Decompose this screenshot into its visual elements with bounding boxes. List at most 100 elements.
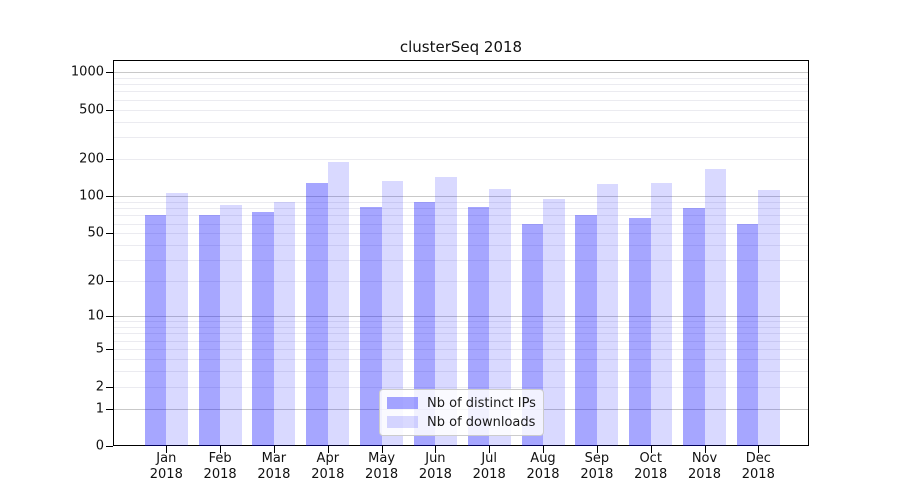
major-gridline — [114, 316, 808, 318]
x-tick-jun — [435, 446, 437, 453]
x-tick-may — [381, 446, 383, 453]
minor-gridline — [114, 281, 808, 283]
bar-downloads-sep — [596, 184, 619, 446]
minor-gridline — [114, 327, 808, 329]
minor-gridline — [114, 215, 808, 217]
minor-gridline — [114, 321, 808, 323]
bar-downloads-apr — [327, 162, 350, 446]
minor-gridline — [114, 349, 808, 350]
minor-gridline — [114, 233, 808, 235]
bar-downloads-jul — [489, 189, 511, 446]
x-tick-label-apr: Apr 2018 — [311, 451, 345, 482]
y-tick-label-200: 200 — [79, 151, 104, 167]
y-tick-label-0: 0 — [95, 438, 104, 454]
x-tick-sep — [596, 446, 598, 453]
y-tick-label-2: 2 — [95, 379, 104, 394]
y-tick-label-1: 1 — [95, 401, 104, 416]
x-tick-label-may: May 2018 — [365, 451, 399, 482]
bar-distinct-ips-apr — [306, 183, 328, 446]
y-tick-label-100: 100 — [79, 188, 104, 204]
plot-area — [113, 60, 809, 446]
x-tick-label-jun: Jun 2018 — [418, 451, 452, 482]
bar-distinct-ips-dec — [736, 223, 759, 446]
minor-gridline — [114, 99, 808, 101]
bar-distinct-ips-nov — [683, 208, 705, 446]
legend-swatch-downloads — [387, 416, 418, 428]
minor-gridline — [114, 109, 808, 111]
x-tick-label-sep: Sep 2018 — [580, 451, 614, 482]
x-tick-oct — [650, 446, 652, 453]
x-tick-apr — [327, 446, 329, 453]
bar-distinct-ips-oct — [629, 218, 651, 446]
x-tick-feb — [220, 446, 222, 453]
bar-downloads-feb — [220, 204, 242, 446]
x-tick-label-nov: Nov 2018 — [687, 451, 722, 482]
minor-gridline — [114, 371, 808, 372]
bar-downloads-jun — [435, 177, 457, 446]
minor-gridline — [114, 91, 808, 93]
y-tick-label-500: 500 — [79, 102, 104, 117]
y-tick-50 — [106, 233, 113, 235]
minor-gridline — [114, 137, 808, 138]
y-tick-label-5: 5 — [95, 341, 104, 357]
y-tick-500 — [106, 109, 113, 111]
bar-downloads-nov — [704, 168, 726, 446]
bar-distinct-ips-sep — [575, 214, 597, 446]
minor-gridline — [114, 121, 808, 123]
x-tick-nov — [704, 446, 706, 453]
x-tick-label-jan: Jan 2018 — [149, 451, 183, 482]
legend-swatch-distinct-ips — [387, 397, 418, 409]
x-tick-label-oct: Oct 2018 — [634, 451, 668, 482]
minor-gridline — [114, 201, 808, 203]
minor-gridline — [114, 77, 808, 79]
y-tick-1000 — [106, 72, 113, 73]
bar-distinct-ips-mar — [252, 212, 274, 446]
bar-downloads-dec — [758, 190, 780, 446]
bar-distinct-ips-jun — [413, 201, 436, 446]
x-tick-label-jul: Jul 2018 — [472, 451, 506, 482]
minor-gridline — [114, 223, 808, 225]
major-gridline — [114, 72, 808, 73]
x-tick-label-feb: Feb 2018 — [203, 451, 237, 482]
bar-downloads-mar — [273, 201, 296, 446]
legend-label-distinct-ips: Nb of distinct IPs — [427, 395, 536, 411]
x-tick-label-mar: Mar 2018 — [257, 451, 291, 482]
legend: Nb of distinct IPs Nb of downloads — [379, 389, 544, 436]
legend-item-distinct-ips: Nb of distinct IPs — [387, 396, 536, 411]
y-tick-2 — [106, 386, 113, 388]
y-tick-10 — [106, 316, 113, 318]
bar-distinct-ips-jul — [467, 206, 490, 446]
y-tick-label-20: 20 — [87, 273, 104, 289]
minor-gridline — [114, 84, 808, 86]
chart-title: clusterSeq 2018 — [399, 38, 523, 56]
minor-gridline — [114, 386, 808, 388]
x-tick-aug — [543, 446, 544, 453]
y-tick-5 — [106, 349, 113, 350]
bar-downloads-aug — [543, 198, 565, 446]
y-tick-0 — [106, 446, 113, 447]
minor-gridline — [114, 158, 808, 160]
major-gridline — [114, 196, 808, 198]
bar-downloads-jan — [166, 193, 188, 446]
y-tick-1 — [106, 408, 113, 410]
y-tick-label-1000: 1000 — [70, 64, 104, 80]
x-tick-dec — [758, 446, 760, 453]
legend-label-downloads: Nb of downloads — [427, 414, 536, 430]
y-tick-label-10: 10 — [87, 308, 104, 324]
x-tick-mar — [273, 446, 275, 453]
x-tick-label-aug: Aug 2018 — [526, 451, 560, 482]
minor-gridline — [114, 340, 808, 342]
minor-gridline — [114, 358, 808, 360]
bar-distinct-ips-jan — [144, 215, 167, 446]
bar-downloads-may — [381, 181, 404, 446]
minor-gridline — [114, 333, 808, 335]
minor-gridline — [114, 208, 808, 210]
minor-gridline — [114, 260, 808, 262]
minor-gridline — [114, 245, 808, 246]
x-tick-jul — [489, 446, 491, 453]
bar-distinct-ips-feb — [198, 215, 221, 446]
bar-distinct-ips-may — [360, 207, 382, 446]
legend-item-downloads: Nb of downloads — [387, 415, 536, 430]
y-tick-200 — [106, 158, 113, 160]
